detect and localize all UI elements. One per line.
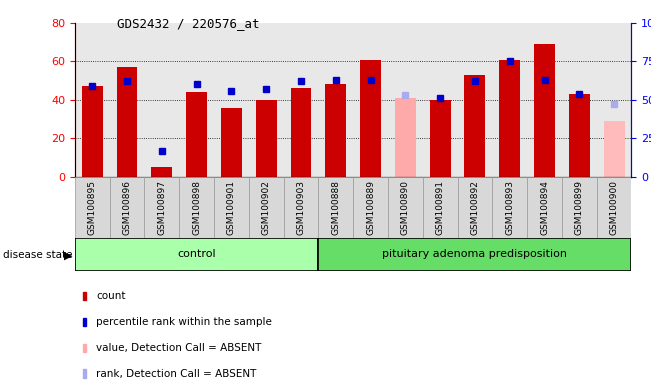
Text: GSM100892: GSM100892 xyxy=(471,180,479,235)
Bar xyxy=(117,67,137,177)
Text: GDS2432 / 220576_at: GDS2432 / 220576_at xyxy=(117,17,260,30)
Bar xyxy=(422,177,458,238)
Bar xyxy=(145,177,179,238)
Bar xyxy=(569,94,590,177)
Bar xyxy=(388,177,422,238)
Text: GSM100894: GSM100894 xyxy=(540,180,549,235)
Bar xyxy=(83,344,86,352)
Text: control: control xyxy=(177,249,216,260)
Bar xyxy=(83,318,86,326)
Text: rank, Detection Call = ABSENT: rank, Detection Call = ABSENT xyxy=(96,369,256,379)
Text: GSM100891: GSM100891 xyxy=(436,180,445,235)
Bar xyxy=(492,177,527,238)
Bar xyxy=(430,100,450,177)
Bar xyxy=(603,121,624,177)
Bar xyxy=(214,177,249,238)
Bar xyxy=(353,177,388,238)
Bar xyxy=(186,92,207,177)
Bar xyxy=(326,84,346,177)
Text: GSM100897: GSM100897 xyxy=(158,180,167,235)
Text: percentile rank within the sample: percentile rank within the sample xyxy=(96,317,272,327)
Text: GSM100895: GSM100895 xyxy=(88,180,97,235)
Text: GSM100889: GSM100889 xyxy=(366,180,375,235)
Bar xyxy=(395,98,416,177)
Bar xyxy=(75,238,318,271)
Bar xyxy=(284,177,318,238)
Bar xyxy=(499,60,520,177)
Text: ▶: ▶ xyxy=(64,250,73,260)
Bar xyxy=(179,177,214,238)
Text: pituitary adenoma predisposition: pituitary adenoma predisposition xyxy=(382,249,568,260)
Text: GSM100896: GSM100896 xyxy=(122,180,132,235)
Bar xyxy=(221,108,242,177)
Bar xyxy=(360,60,381,177)
Text: value, Detection Call = ABSENT: value, Detection Call = ABSENT xyxy=(96,343,262,353)
Text: disease state: disease state xyxy=(3,250,73,260)
Text: GSM100893: GSM100893 xyxy=(505,180,514,235)
Bar xyxy=(458,177,492,238)
Bar xyxy=(597,177,631,238)
Bar xyxy=(83,369,86,378)
Bar xyxy=(562,177,597,238)
Text: GSM100899: GSM100899 xyxy=(575,180,584,235)
Text: GSM100888: GSM100888 xyxy=(331,180,340,235)
Text: GSM100901: GSM100901 xyxy=(227,180,236,235)
Text: count: count xyxy=(96,291,126,301)
Bar xyxy=(75,177,109,238)
Bar xyxy=(82,86,103,177)
Text: GSM100902: GSM100902 xyxy=(262,180,271,235)
Bar xyxy=(256,100,277,177)
Bar xyxy=(318,177,353,238)
Bar xyxy=(249,177,284,238)
Bar xyxy=(465,75,486,177)
Text: GSM100890: GSM100890 xyxy=(401,180,410,235)
Bar xyxy=(109,177,145,238)
Text: GSM100900: GSM100900 xyxy=(609,180,618,235)
Bar xyxy=(534,44,555,177)
Text: GSM100898: GSM100898 xyxy=(192,180,201,235)
Bar xyxy=(152,167,173,177)
Text: GSM100903: GSM100903 xyxy=(296,180,305,235)
Bar xyxy=(290,88,311,177)
Bar xyxy=(318,238,631,271)
Bar xyxy=(527,177,562,238)
Bar xyxy=(83,292,86,300)
